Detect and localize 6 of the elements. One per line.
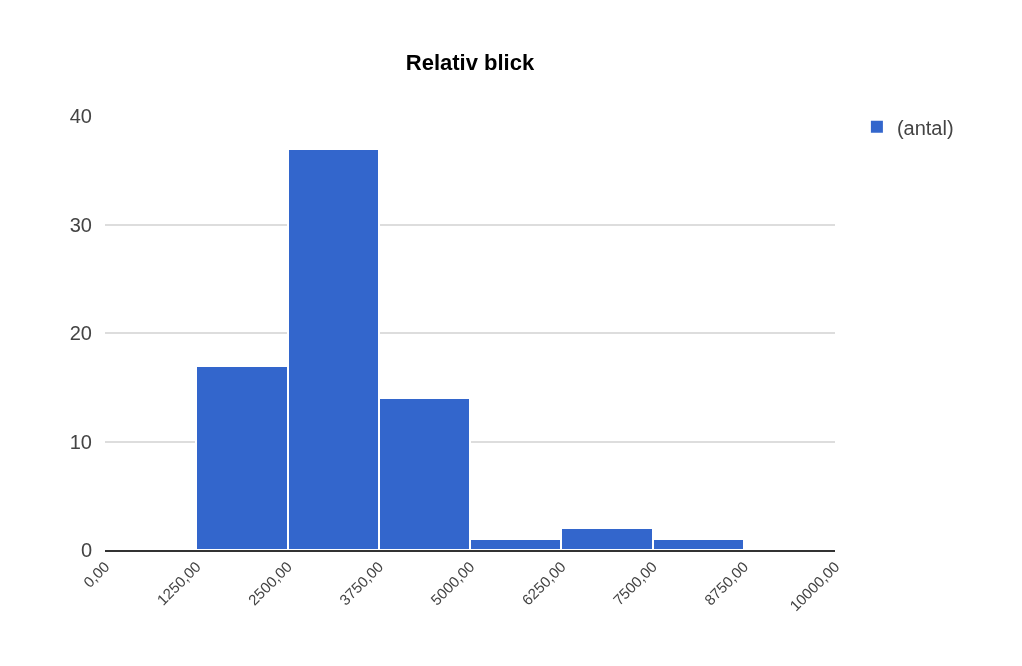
y-tick-label: 30 <box>69 213 92 236</box>
y-tick-label: 10 <box>69 430 92 453</box>
y-tick-label: 20 <box>69 322 92 344</box>
chart-title: Relativ blick <box>405 49 535 75</box>
legend-label: (antal) <box>896 116 954 139</box>
y-tick-label: 40 <box>69 105 92 127</box>
